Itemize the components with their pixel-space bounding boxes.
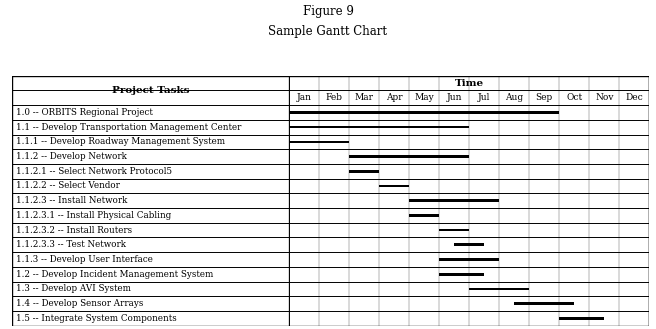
Bar <box>514 302 575 305</box>
Bar <box>349 155 469 158</box>
Bar <box>409 199 499 202</box>
Text: Jun: Jun <box>447 93 462 102</box>
Bar <box>469 288 529 290</box>
Bar <box>289 126 469 128</box>
Text: 1.4 -- Develop Sensor Arrays: 1.4 -- Develop Sensor Arrays <box>16 299 143 308</box>
Text: 1.1 -- Develop Transportation Management Center: 1.1 -- Develop Transportation Management… <box>16 123 241 132</box>
Text: Dec: Dec <box>626 93 644 102</box>
Text: Jul: Jul <box>478 93 491 102</box>
Text: 1.1.1 -- Develop Roadway Management System: 1.1.1 -- Develop Roadway Management Syst… <box>16 137 225 146</box>
Text: 1.1.3 -- Develop User Interface: 1.1.3 -- Develop User Interface <box>16 255 152 264</box>
Text: Sample Gantt Chart: Sample Gantt Chart <box>268 25 388 38</box>
Text: May: May <box>415 93 434 102</box>
Text: 1.2 -- Develop Incident Management System: 1.2 -- Develop Incident Management Syste… <box>16 270 213 279</box>
Bar <box>289 111 560 114</box>
Bar <box>440 258 499 261</box>
Bar <box>379 185 409 187</box>
Text: 1.1.2.3.2 -- Install Routers: 1.1.2.3.2 -- Install Routers <box>16 226 132 235</box>
Text: 1.1.2.2 -- Select Vendor: 1.1.2.2 -- Select Vendor <box>16 182 119 190</box>
Bar <box>455 243 484 246</box>
Text: 1.1.2 -- Develop Network: 1.1.2 -- Develop Network <box>16 152 127 161</box>
Text: Sep: Sep <box>536 93 553 102</box>
Text: 1.0 -- ORBITS Regional Project: 1.0 -- ORBITS Regional Project <box>16 108 152 117</box>
Text: 1.1.2.3.1 -- Install Physical Cabling: 1.1.2.3.1 -- Install Physical Cabling <box>16 211 171 220</box>
Text: Oct: Oct <box>566 93 583 102</box>
Text: Figure 9: Figure 9 <box>302 5 354 18</box>
Text: Jan: Jan <box>297 93 312 102</box>
Bar <box>289 140 349 143</box>
Bar <box>440 229 469 231</box>
Text: Project Tasks: Project Tasks <box>112 86 189 95</box>
Text: Mar: Mar <box>355 93 374 102</box>
Text: 1.5 -- Integrate System Components: 1.5 -- Integrate System Components <box>16 314 176 323</box>
Text: Nov: Nov <box>595 93 613 102</box>
Text: Apr: Apr <box>386 93 403 102</box>
Bar <box>440 273 484 276</box>
Text: Feb: Feb <box>326 93 342 102</box>
Bar <box>560 317 604 320</box>
Text: 1.3 -- Develop AVI System: 1.3 -- Develop AVI System <box>16 285 131 293</box>
Text: 1.1.2.3 -- Install Network: 1.1.2.3 -- Install Network <box>16 196 127 205</box>
Bar <box>349 170 379 173</box>
Text: 1.1.2.3.3 -- Test Network: 1.1.2.3.3 -- Test Network <box>16 240 126 249</box>
Text: Time: Time <box>455 79 484 88</box>
Text: Aug: Aug <box>505 93 523 102</box>
Bar <box>409 214 440 217</box>
Text: 1.1.2.1 -- Select Network Protocol5: 1.1.2.1 -- Select Network Protocol5 <box>16 167 172 176</box>
